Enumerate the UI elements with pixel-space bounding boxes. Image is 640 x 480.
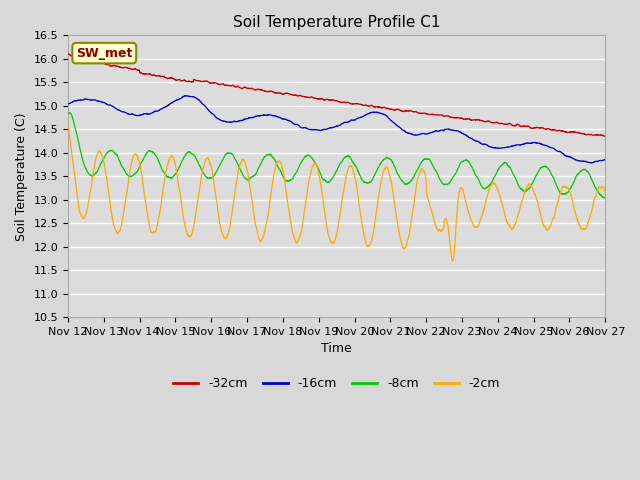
Y-axis label: Soil Temperature (C): Soil Temperature (C) (15, 112, 28, 240)
Title: Soil Temperature Profile C1: Soil Temperature Profile C1 (233, 15, 440, 30)
X-axis label: Time: Time (321, 342, 352, 356)
Text: SW_met: SW_met (76, 47, 132, 60)
Legend: -32cm, -16cm, -8cm, -2cm: -32cm, -16cm, -8cm, -2cm (168, 372, 505, 396)
